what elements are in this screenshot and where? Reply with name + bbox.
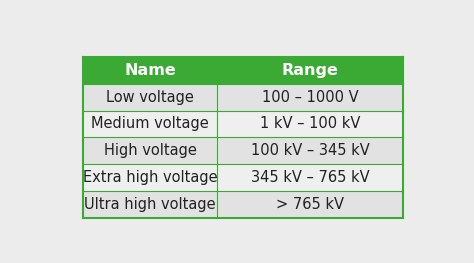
Text: High voltage: High voltage <box>104 143 197 158</box>
Bar <box>218 164 403 191</box>
Bar <box>218 191 403 218</box>
Bar <box>218 137 403 164</box>
Text: 1 kV – 100 kV: 1 kV – 100 kV <box>260 117 360 132</box>
Bar <box>83 164 218 191</box>
Text: > 765 kV: > 765 kV <box>276 197 344 212</box>
Text: Name: Name <box>124 63 176 78</box>
Bar <box>218 110 403 137</box>
Text: Ultra high voltage: Ultra high voltage <box>84 197 216 212</box>
Text: 100 – 1000 V: 100 – 1000 V <box>262 90 358 105</box>
Text: Range: Range <box>282 63 338 78</box>
Text: Low voltage: Low voltage <box>106 90 194 105</box>
Bar <box>83 110 218 137</box>
Bar <box>83 191 218 218</box>
Bar <box>218 84 403 110</box>
Text: Medium voltage: Medium voltage <box>91 117 209 132</box>
Bar <box>218 57 403 84</box>
Text: 100 kV – 345 kV: 100 kV – 345 kV <box>251 143 369 158</box>
Bar <box>83 84 218 110</box>
Bar <box>83 57 218 84</box>
Text: Extra high voltage: Extra high voltage <box>83 170 218 185</box>
Bar <box>83 137 218 164</box>
Text: 345 kV – 765 kV: 345 kV – 765 kV <box>251 170 369 185</box>
